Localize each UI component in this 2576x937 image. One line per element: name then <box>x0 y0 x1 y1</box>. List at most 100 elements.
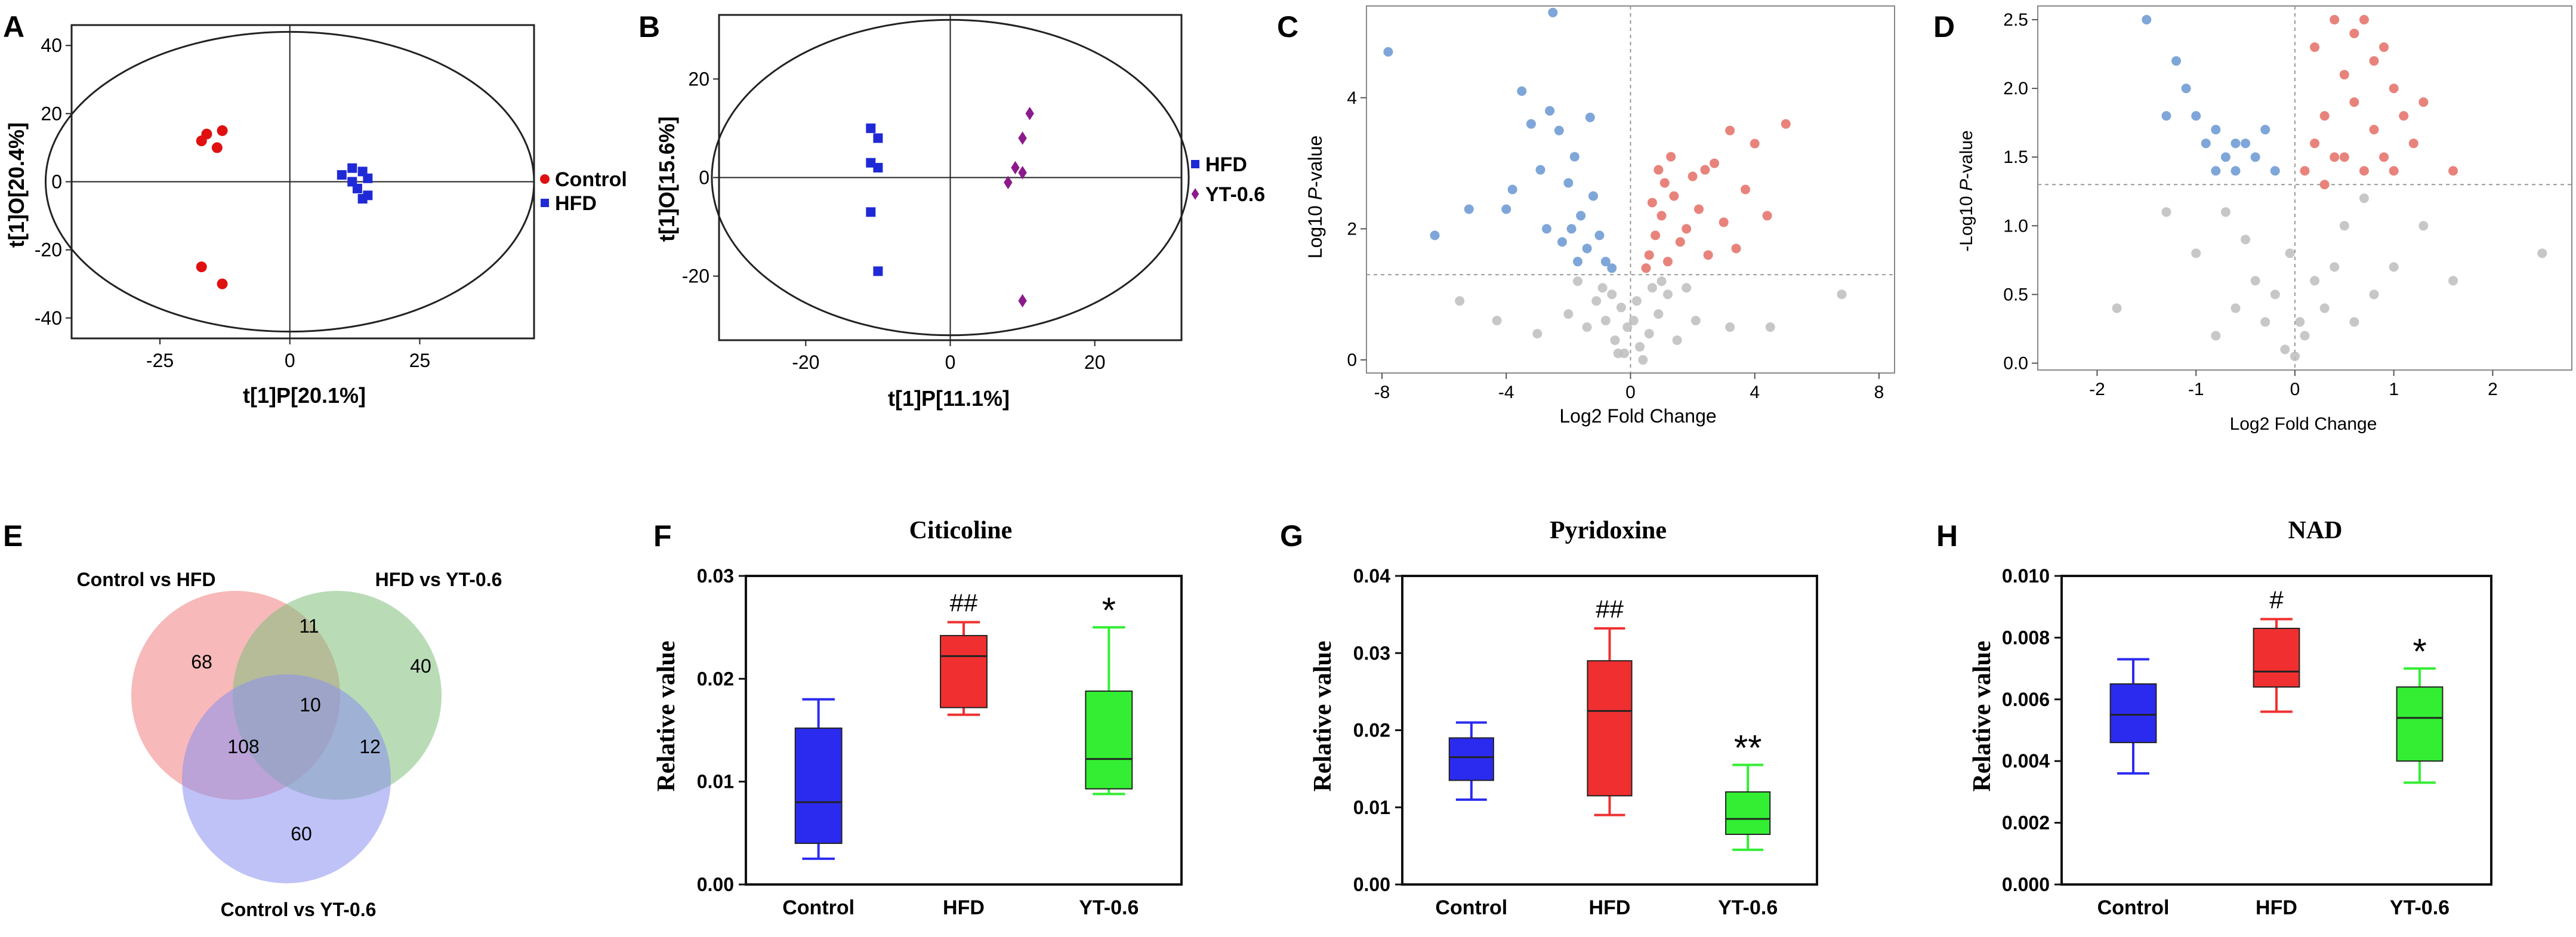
data-point-not-significant <box>2448 276 2458 286</box>
data-point-up-regulated <box>1781 119 1791 129</box>
confidence-ellipse <box>44 30 535 333</box>
data-point-up-regulated <box>1700 165 1710 175</box>
data-point-up-regulated <box>1662 257 1673 267</box>
y-tick-label: 0.04 <box>1353 565 1390 587</box>
y-axis-label-c: Log10 P-value <box>1304 135 1326 258</box>
y-tick-label: 40 <box>41 35 62 56</box>
data-point-down-regulated <box>1573 257 1582 267</box>
box-hfd <box>940 634 988 708</box>
data-point-hfd <box>357 194 368 204</box>
data-point-not-significant <box>2359 193 2369 204</box>
data-point-up-regulated <box>1651 230 1661 241</box>
data-point-hfd <box>873 266 883 276</box>
data-point-down-regulated <box>1594 230 1605 241</box>
legend-label: HFD <box>1205 153 1247 176</box>
data-point-up-regulated <box>2310 42 2320 53</box>
chart-title-g: Pyridoxine <box>1550 517 1667 544</box>
significance-marker-hfd: ## <box>1596 595 1624 623</box>
data-point-hfd <box>873 162 883 172</box>
venn-count-1-2: 11 <box>299 615 319 637</box>
y-axis-label-d-italic: P <box>1957 179 1976 191</box>
y-tick-label: 0.00 <box>697 874 734 895</box>
data-point-up-regulated <box>2300 166 2310 176</box>
data-point-not-significant <box>1765 322 1775 332</box>
data-point-down-regulated <box>2181 84 2191 94</box>
box-yt-0-6 <box>2396 686 2444 762</box>
data-point-up-regulated <box>2330 152 2340 162</box>
panel-b: B -20 0 20 20 0 -20 HFD YT-0.6 t[1]P[11.1%] t[… <box>638 10 1265 411</box>
data-point-up-regulated <box>2339 70 2349 80</box>
data-point-hfd <box>866 123 876 133</box>
data-point-yt-0-6 <box>1004 175 1013 189</box>
panel-label-e: E <box>3 519 23 553</box>
x-axis-label-c: Log2 Fold Change <box>1559 405 1716 427</box>
data-point-down-regulated <box>2201 138 2211 149</box>
data-point-not-significant <box>2220 207 2231 217</box>
data-point-up-regulated <box>2319 111 2330 121</box>
data-point-not-significant <box>1622 322 1633 332</box>
data-point-down-regulated <box>2161 111 2171 121</box>
data-point-not-significant <box>1647 283 1657 293</box>
x-tick-label: 0 <box>945 352 956 373</box>
confidence-ellipse <box>711 19 1190 337</box>
data-point-down-regulated <box>2270 166 2280 176</box>
data-point-up-regulated <box>1719 217 1729 227</box>
y-tick-label: 0.010 <box>2002 565 2050 587</box>
data-point-not-significant <box>2319 303 2330 313</box>
x-tick-label: 8 <box>1874 383 1884 402</box>
venn-count-only-1: 68 <box>191 651 212 673</box>
data-point-not-significant <box>2211 331 2221 341</box>
data-point-not-significant <box>1573 276 1582 286</box>
venn-set-label-1: Control vs HFD <box>77 569 216 590</box>
y-axis-label-b: t[1]O[15.6%] <box>655 116 679 242</box>
data-point-up-regulated <box>2310 138 2320 149</box>
data-point-down-regulated <box>2211 125 2221 135</box>
data-point-not-significant <box>2310 276 2320 286</box>
chart-title-f: Citicoline <box>909 517 1013 544</box>
x-tick-label: 0 <box>285 350 295 371</box>
data-point-not-significant <box>2290 351 2300 361</box>
y-tick-label: 0.006 <box>2002 689 2050 710</box>
venn-count-2-3: 12 <box>359 736 381 757</box>
data-point-yt-0-6 <box>1025 106 1034 121</box>
box-control <box>2109 683 2157 744</box>
y-tick-label: 0.03 <box>1353 642 1390 664</box>
data-point-up-regulated <box>1703 250 1713 260</box>
data-point-up-regulated <box>2330 15 2340 25</box>
data-point-down-regulated <box>2220 152 2231 162</box>
legend-marker <box>1191 160 1199 168</box>
data-point-up-regulated <box>1682 224 1692 234</box>
data-point-up-regulated <box>2359 166 2369 176</box>
data-point-down-regulated <box>1554 125 1564 135</box>
y-tick-label: 0.004 <box>2002 750 2050 772</box>
data-point-up-regulated <box>1656 211 1667 221</box>
data-point-up-regulated <box>2369 125 2379 135</box>
legend-marker <box>541 199 549 207</box>
y-axis-label-c-italic: P <box>1304 187 1326 200</box>
data-point-hfd <box>347 163 357 173</box>
legend-label: YT-0.6 <box>1205 183 1265 206</box>
y-tick-label: 0.0 <box>2003 353 2028 373</box>
panel-h: H NAD Relative value 0.000 0.002 0.004 0.00… <box>1936 517 2492 919</box>
data-point-control <box>196 135 207 147</box>
data-point-yt-0-6 <box>1011 161 1020 175</box>
data-point-not-significant <box>1662 289 1673 300</box>
y-tick-label: 0.02 <box>697 668 734 689</box>
data-point-up-regulated <box>2389 166 2399 176</box>
panel-label-c: C <box>1277 10 1298 44</box>
legend-marker <box>540 174 550 184</box>
data-point-down-regulated <box>2142 15 2152 25</box>
y-tick-label: 20 <box>688 68 709 90</box>
data-point-up-regulated <box>1675 237 1685 247</box>
data-point-down-regulated <box>1576 211 1586 221</box>
data-point-hfd <box>866 207 876 217</box>
data-point-control <box>217 278 228 289</box>
y-axis-label-c-pre: Log10 <box>1304 200 1326 258</box>
y-tick-label: 0.01 <box>697 771 734 793</box>
box-yt-0-6 <box>1725 791 1771 835</box>
data-point-not-significant <box>1672 335 1682 346</box>
venn-count-all: 10 <box>300 694 321 716</box>
data-point-yt-0-6 <box>1018 166 1027 180</box>
